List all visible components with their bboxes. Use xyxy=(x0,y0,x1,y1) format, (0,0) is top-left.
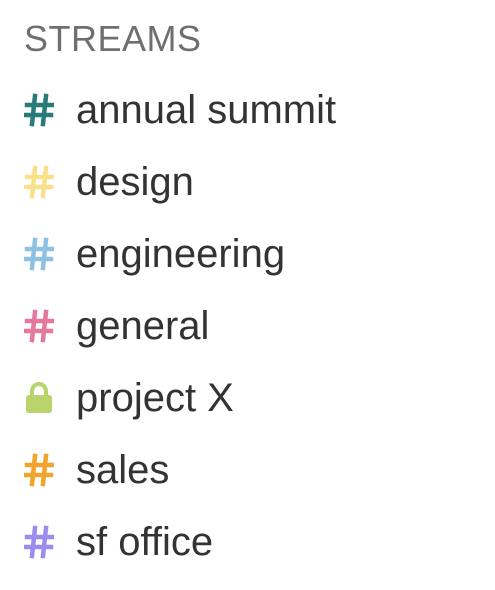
stream-item-project-x[interactable]: project X xyxy=(24,362,495,434)
stream-item-sf-office[interactable]: sf office xyxy=(24,506,495,578)
stream-item-annual-summit[interactable]: annual summit xyxy=(24,74,495,146)
stream-name: annual summit xyxy=(76,88,337,132)
stream-name: general xyxy=(76,304,210,348)
stream-item-general[interactable]: general xyxy=(24,290,495,362)
hash-icon xyxy=(24,306,58,346)
stream-name: sales xyxy=(76,448,170,492)
hash-icon xyxy=(24,90,58,130)
stream-item-engineering[interactable]: engineering xyxy=(24,218,495,290)
hash-icon xyxy=(24,162,58,202)
stream-list: annual summit design engineering general… xyxy=(24,74,495,578)
stream-name: engineering xyxy=(76,232,286,276)
stream-item-design[interactable]: design xyxy=(24,146,495,218)
stream-name: sf office xyxy=(76,520,214,564)
hash-icon xyxy=(24,450,58,490)
stream-name: design xyxy=(76,160,194,204)
lock-icon xyxy=(24,378,58,418)
stream-item-sales[interactable]: sales xyxy=(24,434,495,506)
streams-header: STREAMS xyxy=(24,18,202,59)
stream-name: project X xyxy=(76,376,234,420)
hash-icon xyxy=(24,522,58,562)
hash-icon xyxy=(24,234,58,274)
